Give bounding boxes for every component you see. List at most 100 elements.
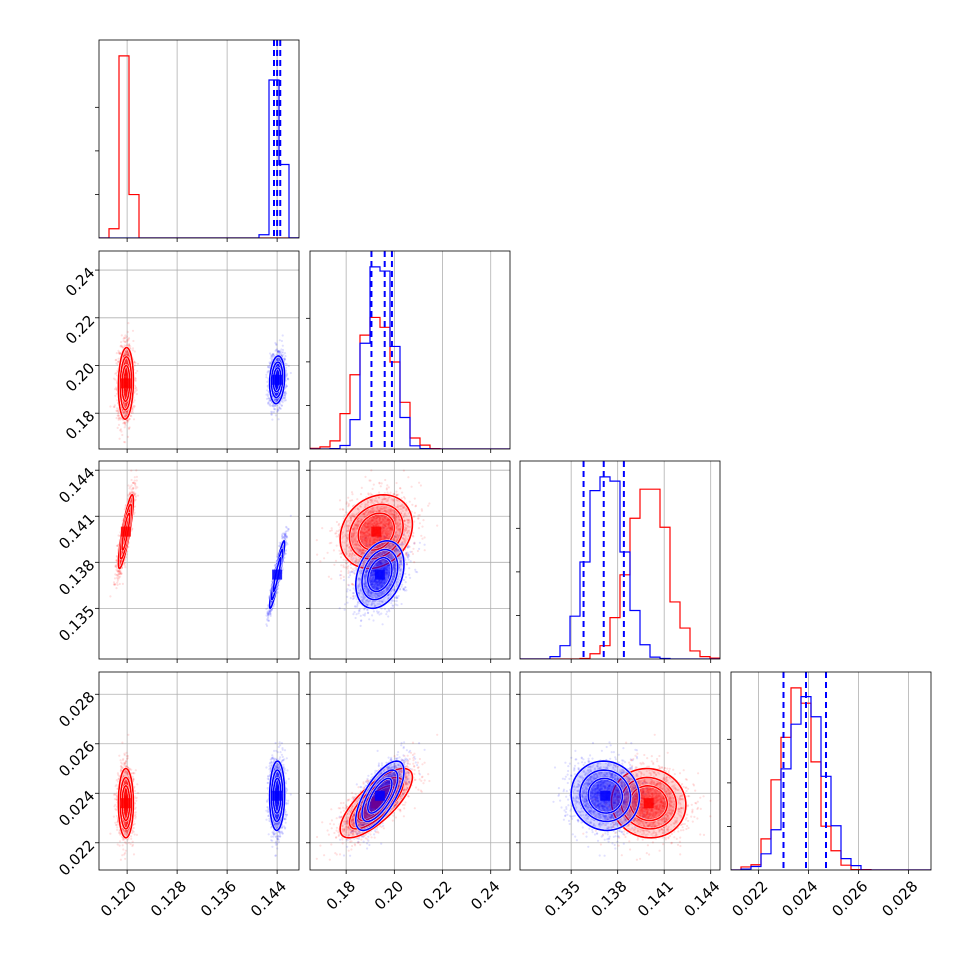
sample-point [266,366,270,369]
sample-point [267,397,270,400]
sample-point [124,403,128,406]
sample-point [124,369,127,372]
sample-point [125,388,128,391]
sample-point [275,358,278,361]
sample-point [124,374,127,377]
sample-point [126,374,129,377]
sample-point [116,360,120,363]
y-tick-label: 0.18 [62,407,98,443]
sample-point [127,353,130,356]
sample-point [134,386,137,389]
sample-point [125,388,129,391]
scatter-content [109,469,292,628]
sample-point [113,388,117,391]
sample-point [117,412,120,415]
sample-point [115,409,118,412]
sample-point [117,417,120,420]
sample-point [124,369,128,372]
sample-point [274,341,277,345]
sample-point [133,479,136,482]
sample-point [123,388,126,391]
sample-point [275,392,279,395]
sample-point [271,418,274,421]
sample-point [124,389,128,392]
histogram-panel [306,250,511,453]
sample-point [286,377,289,380]
sample-point [277,363,280,367]
sample-point [273,407,276,410]
sample-point [125,392,128,395]
sample-point [123,373,127,376]
sample-point [280,404,283,407]
sample-point [125,369,128,373]
sample-point [123,388,126,391]
sample-point [269,402,272,405]
sample-point [136,494,140,497]
sample-point [126,419,130,422]
sample-point [124,391,127,395]
sample-point [125,359,128,362]
sample-point [125,370,128,373]
sample-point [123,422,126,425]
sample-point [118,582,121,586]
sample-point [276,371,279,374]
sample-point [275,385,278,388]
sample-point [125,376,128,379]
histogram-series [520,488,720,659]
sample-point [109,595,112,598]
sample-point [272,405,275,408]
sample-point [116,409,119,412]
sample-point [114,394,117,397]
sample-point [123,421,126,424]
sample-point [276,372,279,375]
sample-point [124,389,127,392]
sample-point [275,385,278,388]
sample-point [282,396,286,399]
sample-point [282,348,285,352]
sample-point [123,440,126,444]
sample-point [124,360,127,363]
sample-point [125,339,129,342]
sample-point [124,390,127,393]
sample-point [282,353,285,356]
sample-point [124,353,127,356]
sample-point [125,373,128,376]
sample-point [116,407,119,410]
sample-point [123,390,126,393]
sample-point [125,358,128,361]
sample-point [124,412,127,415]
sample-point [280,404,283,407]
sample-point [284,394,287,397]
sample-point [124,362,127,365]
sample-point [125,402,128,405]
sample-point [271,355,274,358]
sample-point [124,374,127,377]
sample-point [284,390,287,393]
sample-point [127,353,130,356]
sample-point [124,370,127,374]
sample-point [266,371,269,374]
sample-point [281,401,284,404]
sample-point [125,403,128,406]
sample-point [125,414,128,417]
sample-point [276,372,279,375]
sample-point [109,405,112,408]
sample-point [271,353,275,356]
sample-point [125,374,128,377]
sample-point [123,391,126,394]
sample-point [280,339,283,343]
sample-point [124,390,128,393]
sample-point [280,348,283,351]
sample-point [268,403,271,407]
sample-point [276,358,279,361]
sample-point [123,337,126,340]
sample-point [124,388,127,391]
sample-point [125,374,128,377]
sample-point [284,362,287,365]
sample-point [274,404,277,407]
sample-point [124,352,127,355]
sample-point [125,359,128,362]
histogram-series [310,316,510,449]
sample-point [267,397,270,400]
sample-point [126,411,129,414]
